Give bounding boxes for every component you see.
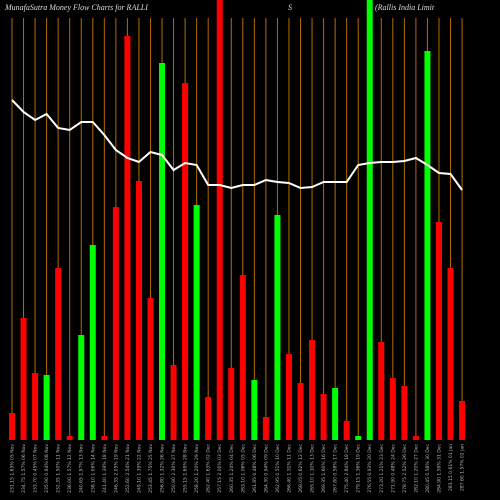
x-tick-label: 249.10 1.39% 22 Nov [136,444,142,493]
bar [20,318,27,440]
x-tick-label: 269.35 1.60% 16 Dec [321,443,327,492]
bar [55,268,62,440]
bar [89,245,96,440]
x-tick-label: 258.20 1.20% 29 Nov [194,444,200,493]
bar [112,207,119,440]
x-tick-label: 261.85 0.48% 06 Dec [252,443,258,492]
x-tick-label: 266.40 1.31% 11 Dec [286,443,292,492]
bar [66,436,73,440]
x-tick-label: 233.70 0.45% 07 Nov [33,444,39,493]
bar [101,436,108,440]
bar [78,335,85,440]
x-tick-label: 260.35 1.24% 04 Dec [229,443,235,492]
x-tick-label: 250.90 2.30% 27 Nov [171,444,177,493]
x-tick-label: 278.75 2.52% 26 Dec [402,443,408,492]
x-tick-label: 271.90 0.48% 24 Dec [390,443,396,492]
bar [366,0,373,440]
x-tick-label: 246.35 2.05% 19 Nov [113,444,119,493]
x-tick-label: 234.75 1.57% 06 Nov [21,444,27,493]
bar [239,275,246,440]
bar [228,368,235,440]
bar [378,342,385,440]
title-part: MunafaSutra Money Flow Charts for RALLI [4,3,148,12]
bar [170,365,177,440]
bar [43,375,50,440]
bar [9,413,15,440]
bar [309,340,316,440]
x-tick-label: 284.90 1.59% 31 Dec [436,443,442,492]
x-tick-label: 279.15 1.36% 19 Dec [356,443,362,492]
x-tick-label: 273.20 1.21% 23 Dec [379,443,385,492]
bar [343,421,350,440]
x-tick-label: 287.60 1.57% 02 Jan [460,444,466,491]
bar [412,436,419,440]
x-tick-label: 282.10 1.20% 27 Dec [413,443,419,492]
bar [32,373,39,440]
bar [447,268,454,440]
bar [182,83,189,440]
bar [205,397,212,440]
x-tick-label: 235.90 0.94% 08 Nov [44,444,50,493]
bar [297,383,304,440]
x-tick-label: 231.15 1.63% 05 Nov [10,444,16,493]
x-tick-label: 236.00 1.57% 12 Nov [67,444,73,493]
x-tick-label: 256.80 1.32% 26 Nov [160,444,166,493]
bar [389,378,396,440]
x-tick-label: 263.10 1.06% 05 Dec [240,443,246,492]
x-tick-label: 252.60 2.54% 21 Nov [125,444,131,493]
bar [424,51,431,440]
bar [251,380,258,440]
x-tick-label: 275.40 2.84% 18 Dec [344,443,350,492]
title-part: (Rallis India Limit [375,3,435,12]
x-tick-label: 262.95 0.51% 10 Dec [275,443,281,492]
bar [355,436,362,440]
bar [135,181,142,440]
money-flow-line [11,99,463,191]
bar [193,205,200,440]
bar [274,215,281,440]
x-tick-label: 255.15 1.69% 28 Nov [183,444,189,493]
x-tick-label: 265.10 1.10% 13 Dec [310,443,316,492]
bar [262,417,269,440]
x-tick-label: 262.40 1.63% 02 Dec [206,443,212,492]
x-tick-label: 276.55 0.93% 20 Dec [367,443,373,492]
x-tick-label: 257.15 2.00% 03 Dec [217,443,223,492]
x-tick-label: 283.15 0.61% 01 Jan [448,444,454,491]
bar [124,36,131,440]
x-tick-label: 232.35 1.50% 11 Nov [56,444,62,493]
bar [216,0,223,440]
bar [459,401,466,440]
x-tick-label: 238.10 1.06% 14 Nov [90,444,96,493]
x-tick-label: 241.40 1.39% 18 Nov [102,444,108,493]
x-tick-label: 280.45 0.58% 30 Dec [425,443,431,492]
bar [320,394,327,440]
x-tick-label: 253.45 1.75% 25 Nov [148,444,154,493]
title-part: S [288,3,292,12]
bar [147,298,154,440]
bar [332,388,339,440]
bar [159,63,166,440]
x-tick-label: 267.80 0.58% 17 Dec [333,443,339,492]
x-tick-label: 240.65 1.97% 13 Nov [79,444,85,493]
bar [285,354,292,440]
bar [435,222,442,440]
x-tick-label: 264.30 0.94% 09 Dec [263,443,269,492]
x-tick-label: 268.05 0.62% 12 Dec [298,443,304,492]
bar [401,386,408,440]
